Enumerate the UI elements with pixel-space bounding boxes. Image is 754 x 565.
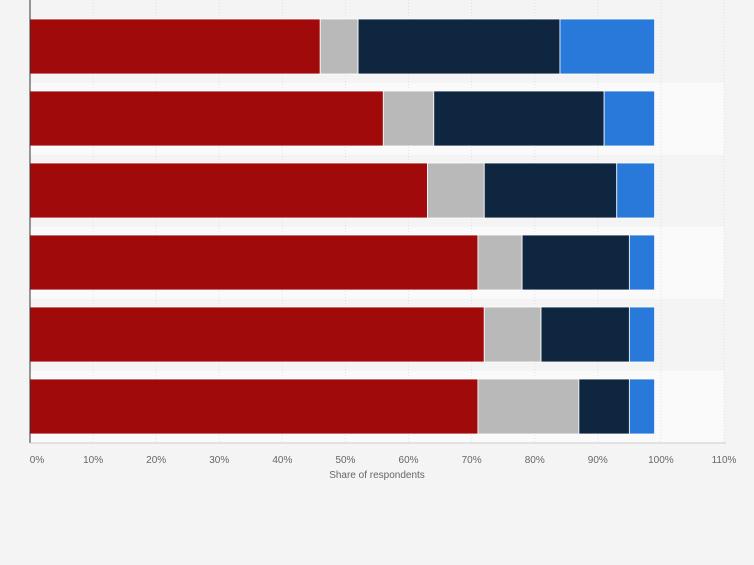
row-bands bbox=[30, 11, 724, 443]
bar-segment bbox=[357, 18, 561, 75]
x-tick-label: 0% bbox=[30, 455, 45, 466]
bar-segment bbox=[603, 90, 655, 147]
bar-segment bbox=[319, 18, 359, 75]
bar-segment bbox=[477, 234, 523, 291]
bar-segment bbox=[427, 162, 485, 219]
bar-segment bbox=[521, 234, 630, 291]
bar-segment bbox=[628, 378, 656, 435]
axes bbox=[29, 0, 726, 444]
x-tick-label: 10% bbox=[83, 455, 103, 466]
bar-segment bbox=[29, 306, 485, 363]
x-tick-label: 50% bbox=[335, 455, 355, 466]
x-tick-label: 80% bbox=[525, 455, 545, 466]
x-tick-label: 70% bbox=[462, 455, 482, 466]
x-tick-label: 60% bbox=[399, 455, 419, 466]
bar-segment bbox=[382, 90, 435, 147]
bar-segment bbox=[628, 306, 656, 363]
bar-segment bbox=[578, 378, 630, 435]
bar-segment bbox=[540, 306, 630, 363]
bar-segment bbox=[477, 378, 580, 435]
bar-segment bbox=[29, 162, 428, 219]
bar-segment bbox=[483, 162, 618, 219]
bars bbox=[29, 18, 656, 435]
bar-segment bbox=[29, 378, 479, 435]
bar-segment bbox=[616, 162, 656, 219]
x-tick-label: 30% bbox=[209, 455, 229, 466]
x-tick-label: 110% bbox=[712, 455, 737, 466]
bar-segment bbox=[29, 18, 321, 75]
bar-segment bbox=[29, 234, 479, 291]
x-tick-label: 90% bbox=[588, 455, 608, 466]
gridlines bbox=[92, 0, 725, 443]
x-tick-labels: 0% 10% 20% 30% 40% 50% 60% 70% 80% 90% 100% 110% bbox=[30, 455, 737, 466]
bar-segment bbox=[29, 90, 384, 147]
x-tick-label: 100% bbox=[648, 455, 674, 466]
x-tick-label: 20% bbox=[146, 455, 166, 466]
x-axis-label: Share of respondents bbox=[329, 470, 425, 481]
bar-segment bbox=[433, 90, 605, 147]
x-tick-label: 40% bbox=[272, 455, 292, 466]
bar-segment bbox=[559, 18, 655, 75]
bar-segment bbox=[483, 306, 542, 363]
bar-segment bbox=[628, 234, 656, 291]
